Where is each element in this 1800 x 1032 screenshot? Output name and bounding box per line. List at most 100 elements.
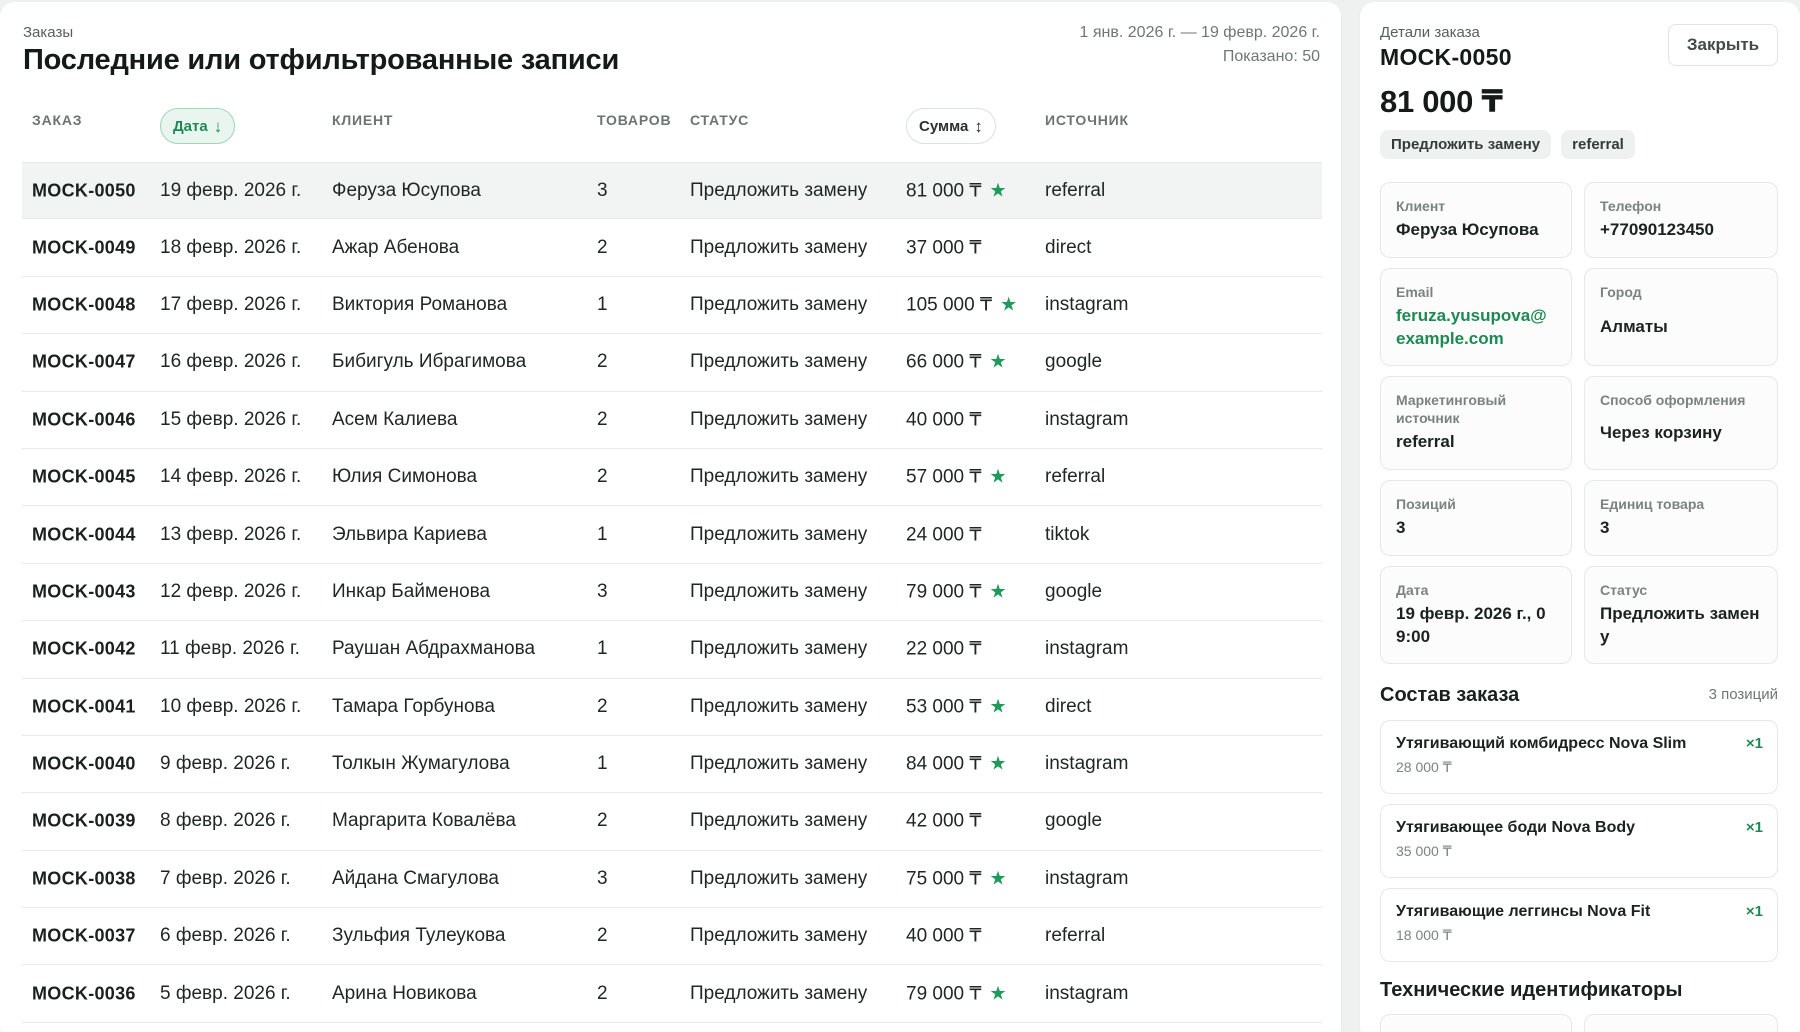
- table-row[interactable]: MOCK-0047 16 февр. 2026 г. Бибигуль Ибраги…: [22, 334, 1322, 392]
- column-header-status: Статус: [690, 112, 750, 128]
- client-cell-text: Бибигуль Ибрагимова: [332, 351, 527, 373]
- status-card: Статус Предложить замену: [1584, 566, 1778, 664]
- close-button[interactable]: Закрыть: [1668, 24, 1778, 66]
- sum-cell: 81 000 ₸ ★: [906, 179, 1007, 202]
- shown-count: Показано: 50: [1222, 48, 1320, 65]
- source-cell-text: google: [1045, 810, 1103, 832]
- table-row[interactable]: MOCK-0040 9 февр. 2026 г. Толкын Жумагулов…: [22, 736, 1322, 794]
- status-cell-text: Предложить замену: [690, 638, 868, 660]
- table-row[interactable]: MOCK-0048 17 февр. 2026 г. Виктория Романо…: [22, 277, 1322, 335]
- order-id-cell: MOCK-0047: [32, 352, 136, 373]
- status-cell-text: Предложить замену: [690, 867, 868, 889]
- sort-by-sum-button[interactable]: Сумма ↕: [906, 108, 996, 144]
- source-cell-text: google: [1045, 580, 1103, 602]
- units-value: 3: [1600, 518, 1610, 537]
- details-order-id: MOCK-0050: [1380, 44, 1512, 70]
- table-row[interactable]: MOCK-0041 10 февр. 2026 г. Тамара Горбунов…: [22, 679, 1322, 736]
- date-cell: 17 февр. 2026 г.: [160, 294, 301, 316]
- order-id-cell-text: MOCK-0044: [32, 524, 136, 545]
- table-row[interactable]: MOCK-0039 8 февр. 2026 г. Маргарита Ковалё…: [22, 793, 1322, 851]
- order-id-cell-text: MOCK-0043: [32, 581, 136, 602]
- client-cell: Юлия Симонова: [332, 466, 477, 488]
- order-item-card[interactable]: Утягивающие леггинсы Nova Fit 18 000 ₸ ×…: [1380, 888, 1778, 962]
- sum-cell: 105 000 ₸ ★: [906, 293, 1017, 316]
- email-link[interactable]: feruza.yusupova@example.com: [1396, 306, 1547, 348]
- date-cell-text: 10 февр. 2026 г.: [160, 695, 302, 717]
- order-id-cell: MOCK-0040: [32, 754, 136, 775]
- date-cell-text: 16 февр. 2026 г.: [160, 351, 302, 373]
- order-id-cell-text: MOCK-0046: [32, 409, 136, 430]
- items-count-cell: 2: [597, 466, 608, 488]
- status-cell: Предложить замену: [690, 524, 867, 546]
- date-cell-text: 9 февр. 2026 г.: [160, 753, 291, 775]
- date-range: 1 янв. 2026 г. — 19 февр. 2026 г.: [1079, 24, 1320, 41]
- sum-cell: 42 000 ₸: [906, 810, 981, 833]
- date-card: Дата 19 февр. 2026 г., 09:00: [1380, 566, 1572, 664]
- order-item-card[interactable]: Утягивающий комбидресс Nova Slim 28 000 …: [1380, 720, 1778, 794]
- items-count-cell-text: 2: [597, 236, 608, 258]
- items-count-cell-text: 2: [597, 408, 608, 430]
- date-label: Дата: [1396, 582, 1429, 598]
- tech-ids-title: Технические идентификаторы: [1380, 979, 1683, 1001]
- client-cell-text: Эльвира Кариева: [332, 523, 487, 545]
- date-cell: 12 февр. 2026 г.: [160, 581, 301, 603]
- source-cell: tiktok: [1045, 524, 1089, 546]
- client-cell-text: Феруза Юсупова: [332, 179, 481, 201]
- client-cell-text: Виктория Романова: [332, 293, 508, 315]
- sum-cell: 75 000 ₸ ★: [906, 867, 1007, 890]
- table-row[interactable]: MOCK-0044 13 февр. 2026 г. Эльвира Кариева…: [22, 506, 1322, 564]
- date-cell-text: 6 февр. 2026 г.: [160, 925, 291, 947]
- items-count-cell-text: 2: [597, 810, 608, 832]
- item-quantity: ×1: [1745, 819, 1763, 836]
- table-row[interactable]: MOCK-0049 18 февр. 2026 г. Ажар Абенова 2 Пр…: [22, 219, 1322, 277]
- items-count-cell-text: 2: [597, 925, 608, 947]
- client-cell: Толкын Жумагулова: [332, 753, 510, 775]
- sum-cell: 40 000 ₸: [906, 925, 981, 948]
- city-card: Город Алматы: [1584, 268, 1778, 366]
- table-row[interactable]: MOCK-0037 6 февр. 2026 г. Зульфия Тулеуков…: [22, 908, 1322, 966]
- source-cell: instagram: [1045, 638, 1128, 660]
- date-cell-text: 7 февр. 2026 г.: [160, 867, 291, 889]
- order-id-cell-text: MOCK-0050: [32, 180, 136, 201]
- sum-cell-text: 40 000 ₸: [906, 925, 982, 947]
- status-cell-text: Предложить замену: [690, 523, 868, 545]
- source-cell: referral: [1045, 466, 1105, 488]
- table-row[interactable]: MOCK-0046 15 февр. 2026 г. Асем Калиева 2 Пр…: [22, 392, 1322, 449]
- units-label: Единиц товара: [1600, 496, 1705, 512]
- star-icon: ★: [989, 983, 1007, 1005]
- order-item-card[interactable]: Утягивающее боди Nova Body 35 000 ₸ ×1: [1380, 804, 1778, 878]
- sort-by-date-button[interactable]: Дата ↓: [160, 108, 236, 144]
- status-cell-text: Предложить замену: [690, 580, 868, 602]
- table-row[interactable]: MOCK-0042 11 февр. 2026 г. Раушан Абдрахма…: [22, 621, 1322, 679]
- date-cell-text: 14 февр. 2026 г.: [160, 466, 302, 488]
- email-card: Email feruza.yusupova@example.com: [1380, 268, 1572, 366]
- order-id-cell-text: MOCK-0049: [32, 237, 136, 258]
- table-row[interactable]: MOCK-0036 5 февр. 2026 г. Арина Новикова 2 П…: [22, 965, 1322, 1023]
- positions-card: Позиций 3: [1380, 480, 1572, 556]
- details-amount: 81 000 ₸: [1380, 84, 1503, 119]
- star-icon: ★: [989, 753, 1007, 775]
- status-cell: Предложить замену: [690, 810, 867, 832]
- order-id-cell: MOCK-0049: [32, 237, 136, 258]
- status-label: Статус: [1600, 582, 1648, 598]
- status-cell-text: Предложить замену: [690, 236, 868, 258]
- status-cell: Предложить замену: [690, 868, 867, 890]
- status-cell: Предложить замену: [690, 466, 867, 488]
- date-cell-text: 5 февр. 2026 г.: [160, 982, 291, 1004]
- sum-cell: 84 000 ₸ ★: [906, 753, 1007, 776]
- table-header: Заказ Дата ↓ Клиент Товаров Статус Сумма…: [22, 98, 1322, 162]
- table-row[interactable]: MOCK-0050 19 февр. 2026 г. Феруза Юсупова 3…: [22, 162, 1322, 220]
- table-row[interactable]: MOCK-0045 14 февр. 2026 г. Юлия Симонова 2 П…: [22, 449, 1322, 507]
- items-count-cell: 1: [597, 753, 608, 775]
- sum-cell: 37 000 ₸: [906, 236, 981, 259]
- order-id-cell: MOCK-0036: [32, 983, 136, 1004]
- table-row[interactable]: MOCK-0038 7 февр. 2026 г. Айдана Смагулова…: [22, 851, 1322, 909]
- sum-cell: 40 000 ₸: [906, 408, 981, 431]
- client-value: Феруза Юсупова: [1396, 220, 1539, 239]
- table-row[interactable]: MOCK-0043 12 февр. 2026 г. Инкар Байменова…: [22, 564, 1322, 622]
- marketing-value: referral: [1396, 432, 1455, 451]
- source-cell-text: tiktok: [1045, 523, 1090, 545]
- order-details-panel: Детали заказа MOCK-0050 Закрыть 81 000 ₸…: [1360, 2, 1800, 1032]
- star-icon: ★: [989, 868, 1007, 890]
- star-icon: ★: [989, 180, 1007, 202]
